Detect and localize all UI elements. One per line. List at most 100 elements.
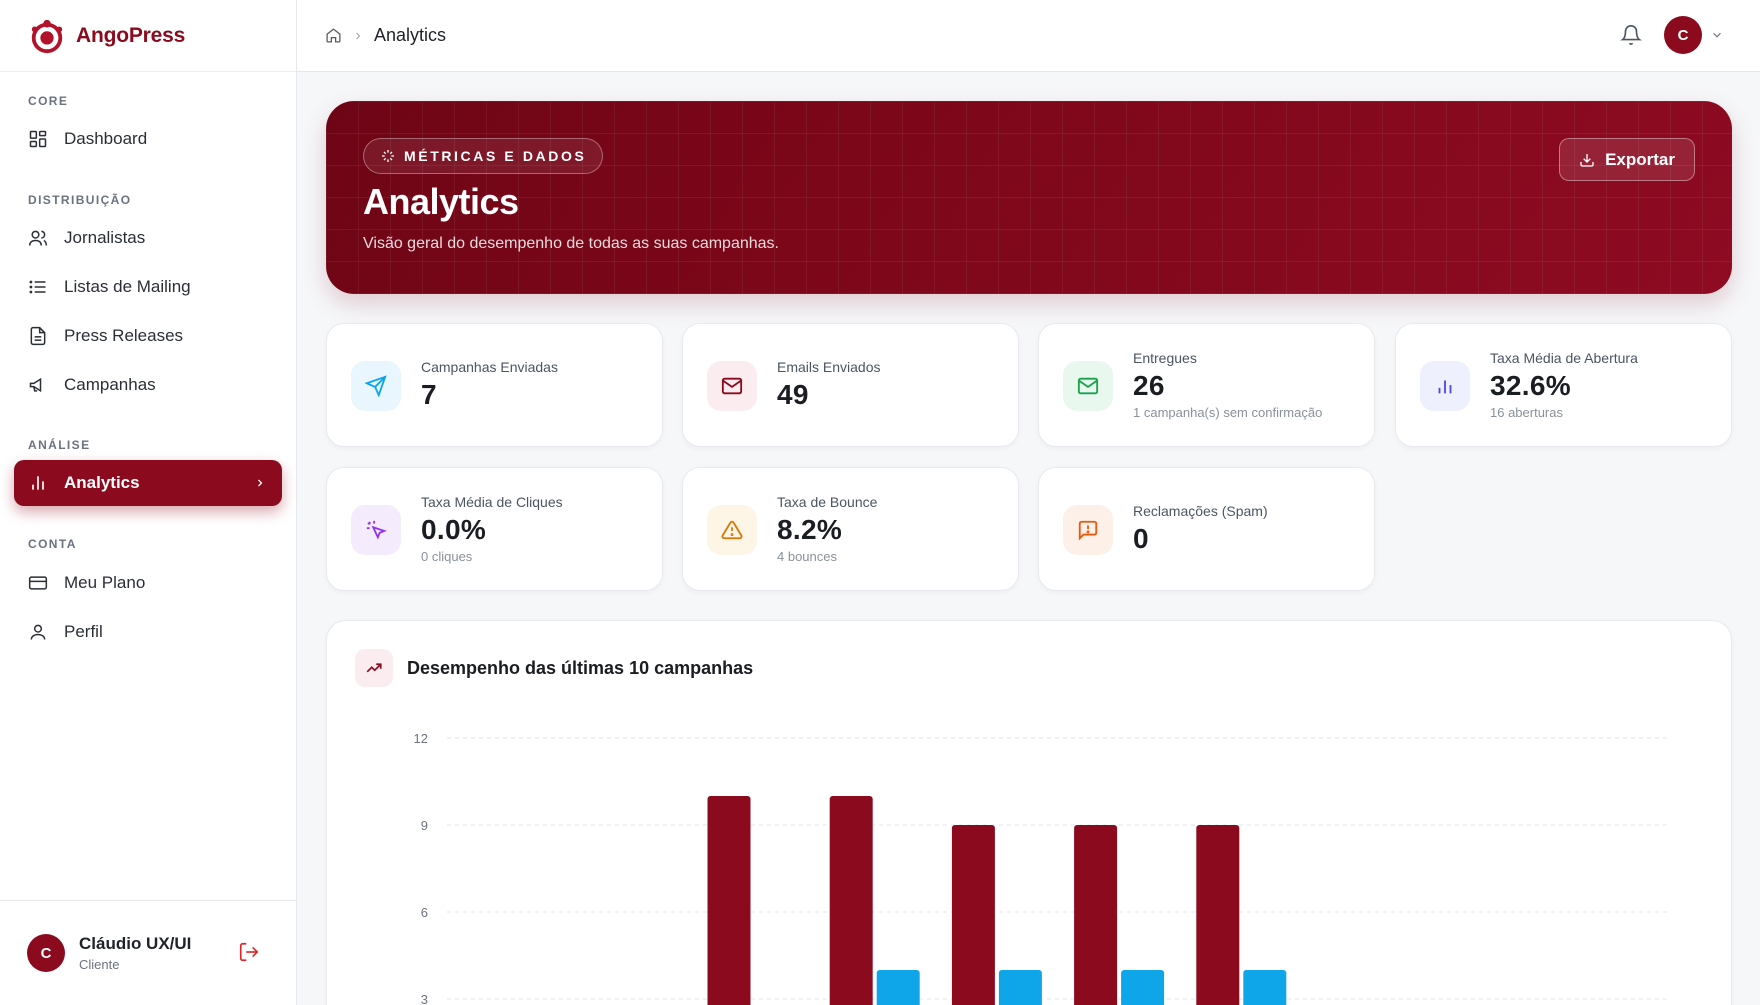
sidebar-item-campanhas[interactable]: Campanhas	[14, 362, 282, 408]
bar-chart: 3 6 9 12	[414, 731, 1669, 1005]
kpi-card-entregues: Entregues 26 1 campanha(s) sem confirmaç…	[1038, 323, 1375, 447]
credit-card-icon	[28, 576, 48, 590]
sidebar: AngoPress CORE Dashboard DISTRIBUIÇÃO Jo…	[0, 0, 297, 1005]
chart-bar-series-1[interactable]	[829, 796, 873, 1005]
sidebar-item-listas-de-mailing[interactable]: Listas de Mailing	[14, 264, 282, 310]
sidebar-item-label: Press Releases	[64, 326, 184, 345]
sidebar-item-label: Dashboard	[64, 129, 148, 148]
sidebar-item-analytics[interactable]: Analytics	[14, 460, 282, 506]
chevron-down-icon	[1713, 32, 1721, 38]
kpi-sub: 4 bounces	[777, 549, 837, 564]
sidebar-item-label: Meu Plano	[64, 573, 146, 592]
kpi-card-taxa-cliques: Taxa Média de Cliques 0.0% 0 cliques	[326, 467, 663, 591]
chevron-right-icon	[356, 32, 361, 39]
sidebar-item-label: Campanhas	[64, 375, 156, 394]
sidebar-item-jornalistas[interactable]: Jornalistas	[14, 215, 282, 261]
avatar: C	[1664, 16, 1702, 54]
nav-section-analise: ANÁLISE	[28, 438, 91, 452]
pointer-icon	[366, 520, 387, 540]
kpi-icon-box	[351, 505, 401, 555]
kpi-card-emails-enviados: Emails Enviados 49	[682, 323, 1019, 447]
chart-bar-series-1[interactable]	[1074, 825, 1118, 1005]
user-icon	[30, 624, 46, 640]
sidebar-item-dashboard[interactable]: Dashboard	[14, 116, 282, 162]
kpi-sub: 16 aberturas	[1490, 405, 1563, 420]
chart-bar-series-1[interactable]	[707, 796, 751, 1005]
breadcrumb: Analytics	[325, 25, 446, 46]
chart-icon-box	[355, 649, 393, 687]
chevron-right-icon	[258, 479, 263, 487]
sidebar-item-meu-plano[interactable]: Meu Plano	[14, 560, 282, 606]
kpi-label: Taxa de Bounce	[777, 494, 878, 510]
kpi-card-campanhas-enviadas: Campanhas Enviadas 7	[326, 323, 663, 447]
sidebar-item-label: Perfil	[64, 622, 103, 641]
chart-bar-series-2[interactable]	[1243, 970, 1287, 1005]
mail-icon	[721, 377, 743, 395]
kpi-value: 0	[1133, 523, 1149, 554]
sidebar-item-label: Analytics	[64, 473, 140, 492]
brand-name: AngoPress	[76, 23, 186, 47]
home-icon[interactable]	[325, 27, 342, 44]
user-role: Cliente	[79, 957, 120, 972]
download-icon	[1580, 153, 1594, 167]
send-icon	[365, 375, 387, 397]
brand-logo-icon	[31, 19, 63, 53]
chart-bar-series-1[interactable]	[1196, 825, 1240, 1005]
kpi-value: 49	[777, 379, 809, 410]
document-icon	[30, 326, 46, 346]
y-tick-label: 3	[421, 992, 428, 1005]
alert-triangle-icon	[721, 520, 743, 540]
sidebar-item-press-releases[interactable]: Press Releases	[14, 313, 282, 359]
page-subtitle: Visão geral do desempenho de todas as su…	[363, 235, 779, 252]
bar-chart-icon	[1438, 380, 1452, 394]
sidebar-item-perfil[interactable]: Perfil	[14, 609, 282, 655]
kpi-value: 7	[421, 379, 437, 410]
kpi-label: Taxa Média de Abertura	[1490, 350, 1638, 366]
chart-bar-series-2[interactable]	[1121, 970, 1165, 1005]
export-button[interactable]: Exportar	[1559, 138, 1695, 181]
sidebar-item-label: Listas de Mailing	[64, 277, 191, 296]
trending-up-icon	[366, 663, 382, 673]
kpi-sub: 0 cliques	[421, 549, 473, 564]
chart-bar-series-2[interactable]	[876, 970, 920, 1005]
bar-chart-icon	[32, 476, 44, 490]
y-tick-label: 12	[414, 731, 428, 746]
kpi-label: Emails Enviados	[777, 359, 881, 375]
y-tick-label: 9	[421, 818, 428, 833]
kpi-value: 0.0%	[421, 514, 487, 545]
logout-icon[interactable]	[238, 941, 260, 963]
kpi-label: Reclamações (Spam)	[1133, 503, 1268, 519]
kpi-value: 32.6%	[1490, 370, 1571, 401]
kpi-label: Campanhas Enviadas	[421, 359, 558, 375]
chart-title: Desempenho das últimas 10 campanhas	[407, 657, 754, 678]
hero-badge: MÉTRICAS E DADOS	[363, 138, 604, 174]
topbar: Analytics C	[297, 0, 1760, 72]
user-name: Cláudio UX/UI	[79, 934, 192, 953]
hero-banner: MÉTRICAS E DADOS Analytics Visão geral d…	[326, 101, 1732, 294]
kpi-icon-box	[1063, 505, 1113, 555]
brand[interactable]: AngoPress	[0, 0, 296, 72]
kpi-card-reclamacoes: Reclamações (Spam) 0	[1038, 467, 1375, 591]
breadcrumb-current: Analytics	[374, 25, 447, 45]
sidebar-user: C Cláudio UX/UI Cliente	[0, 900, 296, 1005]
kpi-icon-box	[1063, 361, 1113, 411]
user-menu[interactable]: C	[1664, 16, 1724, 54]
kpi-label: Entregues	[1133, 350, 1197, 366]
mail-check-icon	[1077, 377, 1099, 395]
megaphone-icon	[29, 377, 42, 393]
kpi-icon-box	[1420, 361, 1470, 411]
avatar[interactable]: C	[27, 934, 65, 972]
nav-section-conta: CONTA	[28, 537, 77, 551]
grid-icon	[29, 130, 47, 148]
chart-card: Desempenho das últimas 10 campanhas 3 6 9 1…	[326, 620, 1732, 1005]
kpi-icon-box	[351, 361, 401, 411]
chart-bar-series-1[interactable]	[951, 825, 995, 1005]
kpi-label: Taxa Média de Cliques	[421, 494, 563, 510]
y-tick-label: 6	[421, 905, 428, 920]
chart-bar-series-2[interactable]	[998, 970, 1042, 1005]
bell-icon[interactable]	[1620, 24, 1642, 46]
users-icon	[28, 230, 48, 246]
hero-grid-pattern	[326, 101, 1732, 294]
kpi-icon-box	[707, 361, 757, 411]
sparkles-icon	[382, 150, 394, 162]
